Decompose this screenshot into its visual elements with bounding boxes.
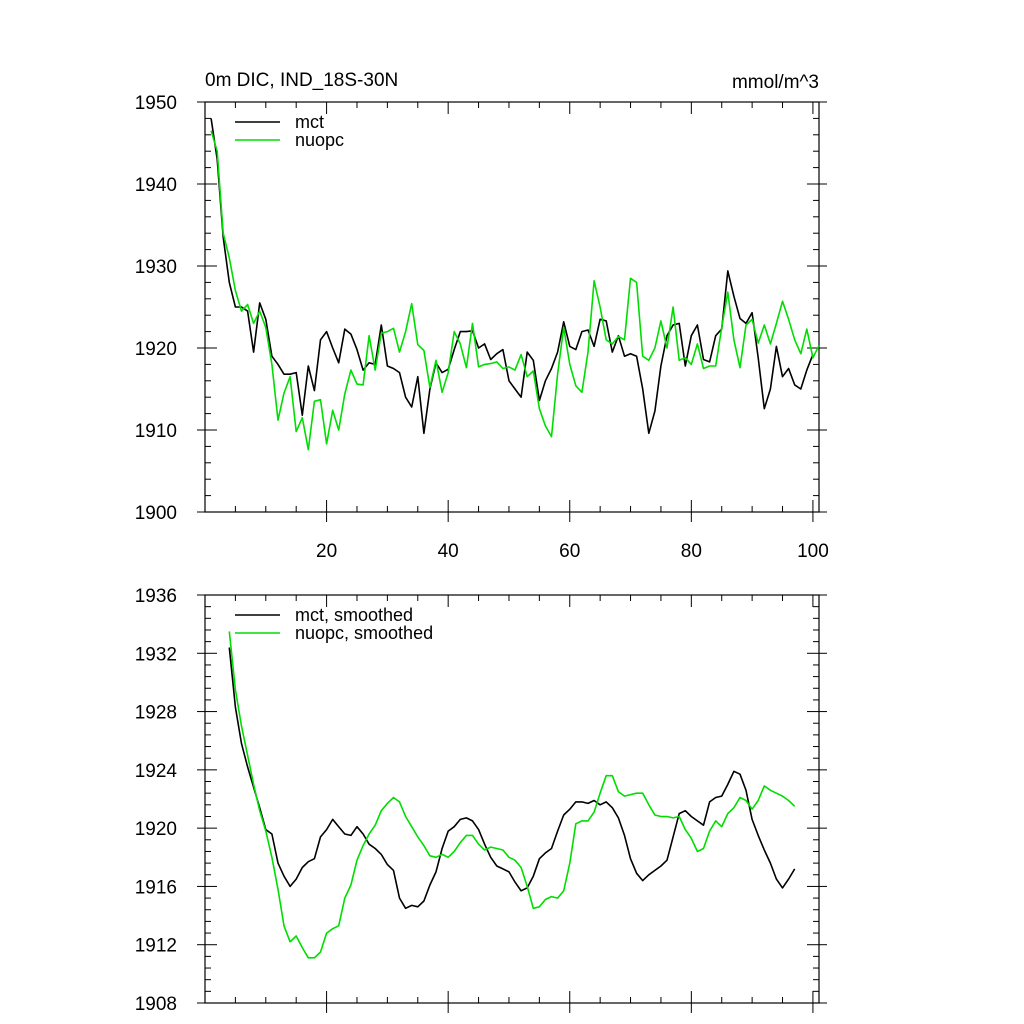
x-tick-label: 60 [559, 541, 580, 562]
legend-label: nuopc, smoothed [295, 623, 433, 643]
y-tick-label: 1950 [135, 93, 177, 114]
y-tick-label: 1920 [135, 339, 177, 360]
x-tick-label: 40 [438, 541, 459, 562]
y-tick-label: 1920 [135, 819, 177, 840]
series-line-nuopc [210, 130, 820, 451]
y-tick-label: 1932 [135, 644, 177, 665]
units-label: mmol/m^3 [732, 72, 819, 93]
legend-label: mct [295, 112, 324, 132]
y-tick-label: 1900 [135, 503, 177, 524]
legend-label: mct, smoothed [295, 605, 413, 625]
legend-label: nuopc [295, 130, 344, 150]
plot-frame [204, 594, 820, 1004]
x-tick-label: 100 [797, 541, 829, 562]
y-tick-label: 1912 [135, 936, 177, 957]
chart-title: 0m DIC, IND_18S-30N [205, 70, 398, 91]
x-tick-label: 80 [681, 541, 702, 562]
series-line-mct [210, 118, 814, 435]
series-line-mct-smoothed [228, 647, 796, 910]
y-tick-label: 1928 [135, 703, 177, 724]
y-tick-label: 1910 [135, 421, 177, 442]
series-line-nuopc-smoothed [228, 631, 796, 959]
x-tick-label: 20 [316, 541, 337, 562]
y-tick-label: 1908 [135, 994, 177, 1015]
y-tick-label: 1930 [135, 257, 177, 278]
y-tick-label: 1936 [135, 586, 177, 607]
plot-frame [204, 101, 820, 513]
y-tick-label: 1940 [135, 175, 177, 196]
y-tick-label: 1916 [135, 877, 177, 898]
y-tick-label: 1924 [135, 761, 178, 782]
top-panel: 20 40 60 80 100 1900 1910 1920 1930 1940 1950 0m DI… [135, 70, 829, 562]
bottom-panel: 1908 1912 1916 1920 1924 1928 1932 1936 mct, smo… [135, 586, 827, 1015]
